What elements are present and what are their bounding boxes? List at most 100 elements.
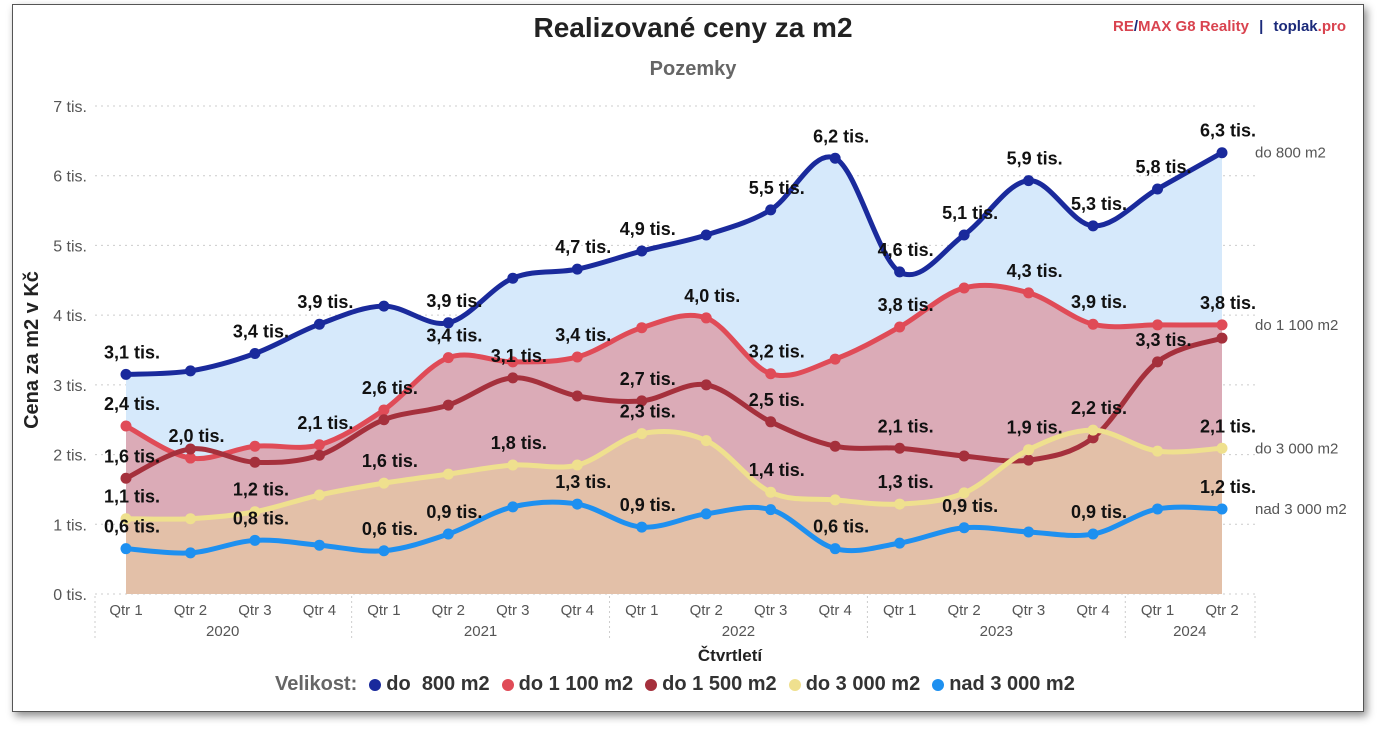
legend-label: do 3 000 m2 <box>805 673 921 695</box>
data-point <box>636 245 648 257</box>
series-end-label: do 800 m2 <box>1255 145 1326 162</box>
data-point <box>829 152 841 164</box>
data-point <box>249 534 261 546</box>
y-tick-label: 6 tis. <box>53 169 87 186</box>
data-point <box>1087 220 1099 232</box>
data-point <box>894 321 906 333</box>
data-label: 1,2 tis. <box>233 480 289 500</box>
legend-label: nad 3 000 m2 <box>949 673 1075 695</box>
area-3 <box>126 430 1222 594</box>
data-label: 5,1 tis. <box>942 203 998 223</box>
data-point <box>184 443 196 455</box>
x-tick-label: Qtr 1 <box>883 602 916 619</box>
data-point <box>1087 528 1099 540</box>
x-tick-label: Qtr 2 <box>690 602 723 619</box>
data-point <box>636 428 648 440</box>
data-label: 2,2 tis. <box>1071 398 1127 418</box>
data-point <box>313 439 325 451</box>
data-label: 1,8 tis. <box>491 433 547 453</box>
legend-dot-icon <box>645 678 658 691</box>
data-point <box>636 322 648 334</box>
data-label: 0,6 tis. <box>813 517 869 537</box>
data-label: 1,3 tis. <box>555 472 611 492</box>
data-point <box>894 498 906 510</box>
x-tick-label: Qtr 2 <box>1205 602 1238 619</box>
legend-dot-icon <box>932 678 945 691</box>
data-label: 1,4 tis. <box>749 460 805 480</box>
data-point <box>958 522 970 534</box>
y-tick-label: 2 tis. <box>53 448 87 465</box>
brand-slash: / <box>1133 18 1139 35</box>
x-axis-title: Čtvrtletí <box>698 646 764 665</box>
data-point <box>571 351 583 363</box>
data-label: 3,9 tis. <box>1071 292 1127 312</box>
data-point <box>700 508 712 520</box>
data-label: 3,4 tis. <box>555 325 611 345</box>
data-point <box>571 498 583 510</box>
data-point <box>636 521 648 533</box>
data-label: 5,8 tis. <box>1136 157 1192 177</box>
data-label: 3,4 tis. <box>426 326 482 346</box>
x-tick-label: Qtr 4 <box>561 602 594 619</box>
data-label: 5,9 tis. <box>1007 149 1063 169</box>
data-label: 1,9 tis. <box>1007 418 1063 438</box>
data-point <box>249 456 261 468</box>
y-axis-title: Cena za m2 v Kč <box>21 271 43 429</box>
data-point <box>958 487 970 499</box>
data-point <box>313 449 325 461</box>
data-point <box>1152 356 1164 368</box>
data-point <box>1152 445 1164 457</box>
data-label: 1,1 tis. <box>104 487 160 507</box>
data-point <box>1152 503 1164 515</box>
data-point <box>765 504 777 516</box>
data-point <box>1087 432 1099 444</box>
data-point <box>507 459 519 471</box>
year-label: 2021 <box>464 623 497 640</box>
data-point <box>378 414 390 426</box>
data-point <box>571 390 583 402</box>
data-point <box>1023 454 1035 466</box>
data-point <box>700 379 712 391</box>
data-label: 3,9 tis. <box>297 292 353 312</box>
data-label: 1,3 tis. <box>878 472 934 492</box>
legend-item[interactable]: do 1 500 m2 <box>645 673 777 696</box>
data-label: 2,1 tis. <box>1200 416 1256 436</box>
data-label: 1,2 tis. <box>1200 477 1256 497</box>
data-label: 2,3 tis. <box>620 402 676 422</box>
data-point <box>1023 175 1035 187</box>
x-tick-label: Qtr 1 <box>367 602 400 619</box>
legend-dot-icon <box>788 678 801 691</box>
legend-item[interactable]: do 1 100 m2 <box>501 673 633 696</box>
data-label: 0,9 tis. <box>426 502 482 522</box>
data-point <box>249 506 261 518</box>
data-point <box>184 547 196 559</box>
x-tick-label: Qtr 4 <box>1076 602 1109 619</box>
data-label: 2,1 tis. <box>297 413 353 433</box>
x-tick-label: Qtr 4 <box>819 602 852 619</box>
legend-item[interactable]: do 3 000 m2 <box>788 673 921 696</box>
data-point <box>829 494 841 506</box>
data-point <box>958 229 970 241</box>
legend-dot-icon <box>501 678 514 691</box>
y-tick-label: 4 tis. <box>53 308 87 325</box>
data-label: 4,3 tis. <box>1007 261 1063 281</box>
data-label: 0,6 tis. <box>104 517 160 537</box>
data-point <box>765 416 777 428</box>
data-point <box>313 318 325 330</box>
y-tick-label: 5 tis. <box>53 238 87 255</box>
data-point <box>507 372 519 384</box>
data-point <box>700 312 712 324</box>
data-point <box>184 365 196 377</box>
y-tick-label: 7 tis. <box>53 99 87 116</box>
legend-dot-icon <box>369 678 382 691</box>
brand-max: MAX G8 Reality <box>1138 18 1249 35</box>
data-point <box>571 263 583 275</box>
data-label: 3,2 tis. <box>749 342 805 362</box>
data-point <box>829 353 841 365</box>
legend-item[interactable]: do 800 m2 <box>369 673 490 696</box>
data-point <box>120 513 132 525</box>
brand-re: RE <box>1113 18 1134 35</box>
data-point <box>700 435 712 447</box>
legend-item[interactable]: nad 3 000 m2 <box>932 673 1075 696</box>
x-tick-label: Qtr 3 <box>238 602 271 619</box>
